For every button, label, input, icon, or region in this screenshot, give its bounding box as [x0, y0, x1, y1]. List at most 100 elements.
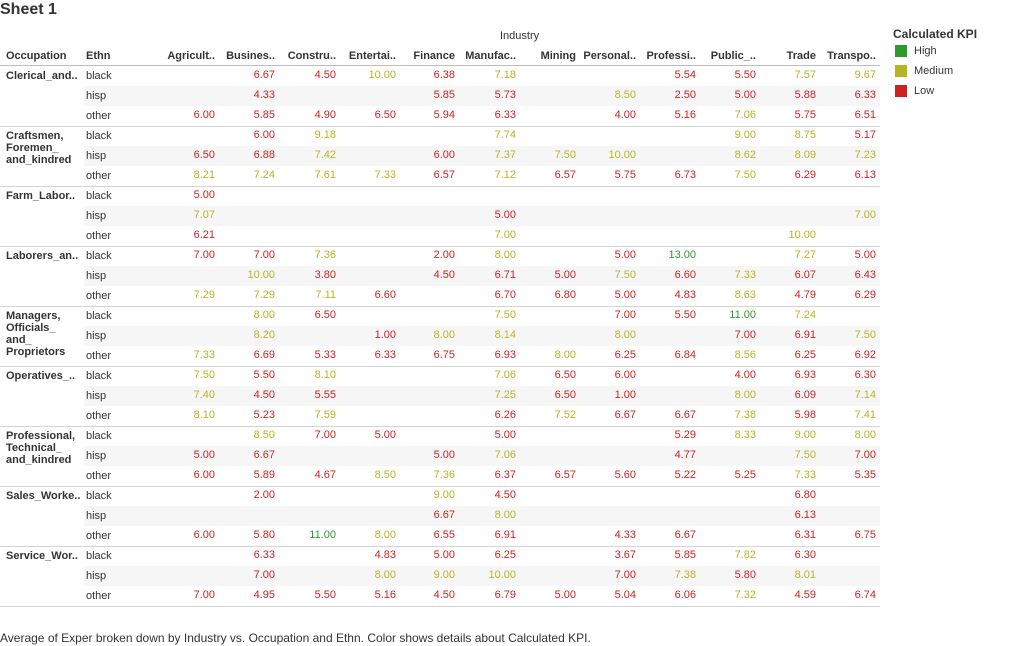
- occupation-label: Professional, Technical_ and_kindred: [6, 430, 76, 466]
- table-cell: 7.00: [253, 569, 275, 581]
- column-header: Finance: [413, 50, 455, 62]
- occupation-label: Clerical_and..: [6, 70, 78, 82]
- table-cell: 8.50: [374, 469, 396, 481]
- table-cell: 5.73: [494, 89, 516, 101]
- table-cell: 7.00: [253, 249, 275, 261]
- table-cell: 5.88: [794, 89, 816, 101]
- row-header-ethn: Ethn: [86, 50, 111, 62]
- table-cell: 7.40: [193, 389, 215, 401]
- row-stripe: [84, 266, 880, 286]
- table-cell: 8.01: [794, 569, 816, 581]
- table-cell: 5.80: [734, 569, 756, 581]
- occupation-label: Sales_Worke..: [6, 490, 81, 502]
- table-cell: 7.33: [193, 349, 215, 361]
- table-cell: 7.50: [554, 149, 576, 161]
- table-cell: 6.67: [433, 509, 455, 521]
- table-cell: 8.56: [734, 349, 756, 361]
- table-cell: 4.83: [674, 289, 696, 301]
- table-cell: 6.37: [494, 469, 516, 481]
- table-cell: 6.50: [374, 109, 396, 121]
- table-cell: 7.57: [794, 69, 816, 81]
- table-cell: 9.00: [433, 489, 455, 501]
- table-cell: 8.63: [734, 289, 756, 301]
- table-cell: 7.06: [734, 109, 756, 121]
- table-cell: 6.75: [433, 349, 455, 361]
- table-cell: 6.79: [494, 589, 516, 601]
- table-cell: 8.50: [614, 89, 636, 101]
- table-cell: 9.00: [433, 569, 455, 581]
- table-cell: 5.89: [253, 469, 275, 481]
- column-header: Transpo..: [827, 50, 876, 62]
- column-header: Agricult..: [167, 50, 215, 62]
- table-cell: 6.29: [794, 169, 816, 181]
- table-cell: 5.50: [253, 369, 275, 381]
- table-cell: 1.00: [614, 389, 636, 401]
- ethn-label: black: [86, 250, 112, 262]
- table-cell: 6.67: [674, 409, 696, 421]
- legend-swatch: [895, 65, 907, 77]
- row-stripe: [84, 506, 880, 526]
- table-cell: 8.00: [374, 529, 396, 541]
- table-cell: 7.27: [794, 249, 816, 261]
- table-cell: 6.93: [494, 349, 516, 361]
- table-cell: 4.77: [674, 449, 696, 461]
- table-cell: 6.71: [494, 269, 516, 281]
- table-cell: 4.50: [494, 489, 516, 501]
- column-header: Entertai..: [348, 50, 396, 62]
- table-cell: 6.50: [193, 149, 215, 161]
- table-cell: 6.84: [674, 349, 696, 361]
- table-cell: 5.98: [794, 409, 816, 421]
- occupation-label: Laborers_an..: [6, 250, 79, 262]
- group-divider: [0, 126, 880, 127]
- table-cell: 7.74: [494, 129, 516, 141]
- table-cell: 6.38: [433, 69, 455, 81]
- table-cell: 6.25: [794, 349, 816, 361]
- table-cell: 6.73: [674, 169, 696, 181]
- table-cell: 6.00: [433, 149, 455, 161]
- column-header: Constru..: [287, 50, 336, 62]
- table-cell: 7.61: [314, 169, 336, 181]
- table-cell: 7.50: [854, 329, 876, 341]
- table-cell: 3.67: [614, 549, 636, 561]
- table-cell: 6.00: [193, 469, 215, 481]
- table-cell: 8.33: [734, 429, 756, 441]
- table-cell: 5.85: [433, 89, 455, 101]
- table-cell: 5.00: [433, 549, 455, 561]
- table-cell: 5.00: [854, 249, 876, 261]
- table-cell: 6.57: [554, 469, 576, 481]
- table-cell: 5.16: [674, 109, 696, 121]
- table-cell: 6.92: [854, 349, 876, 361]
- table-cell: 7.12: [494, 169, 516, 181]
- table-cell: 6.91: [494, 529, 516, 541]
- table-cell: 6.57: [433, 169, 455, 181]
- table-cell: 8.00: [614, 329, 636, 341]
- table-cell: 10.00: [488, 569, 516, 581]
- table-cell: 6.00: [193, 529, 215, 541]
- table-cell: 5.60: [614, 469, 636, 481]
- table-cell: 6.25: [614, 349, 636, 361]
- table-cell: 7.00: [193, 249, 215, 261]
- table-cell: 5.16: [374, 589, 396, 601]
- table-cell: 2.00: [253, 489, 275, 501]
- table-cell: 7.00: [494, 229, 516, 241]
- occupation-label: Managers, Officials_ and_ Proprietors: [6, 310, 66, 358]
- table-cell: 7.37: [494, 149, 516, 161]
- table-cell: 7.41: [854, 409, 876, 421]
- column-header: Mining: [540, 50, 576, 62]
- table-cell: 5.80: [253, 529, 275, 541]
- table-cell: 4.50: [433, 269, 455, 281]
- table-cell: 11.00: [309, 529, 336, 541]
- table-cell: 6.67: [253, 69, 275, 81]
- table-cell: 5.85: [253, 109, 275, 121]
- table-cell: 6.55: [433, 529, 455, 541]
- table-bottom-border: [0, 606, 880, 607]
- table-cell: 6.67: [674, 529, 696, 541]
- group-divider: [0, 246, 880, 247]
- table-cell: 5.75: [794, 109, 816, 121]
- table-cell: 4.33: [253, 89, 275, 101]
- table-cell: 6.00: [193, 109, 215, 121]
- row-stripe: [84, 446, 880, 466]
- table-cell: 7.24: [794, 309, 816, 321]
- row-stripe: [84, 206, 880, 226]
- occupation-label: Service_Wor..: [6, 550, 78, 562]
